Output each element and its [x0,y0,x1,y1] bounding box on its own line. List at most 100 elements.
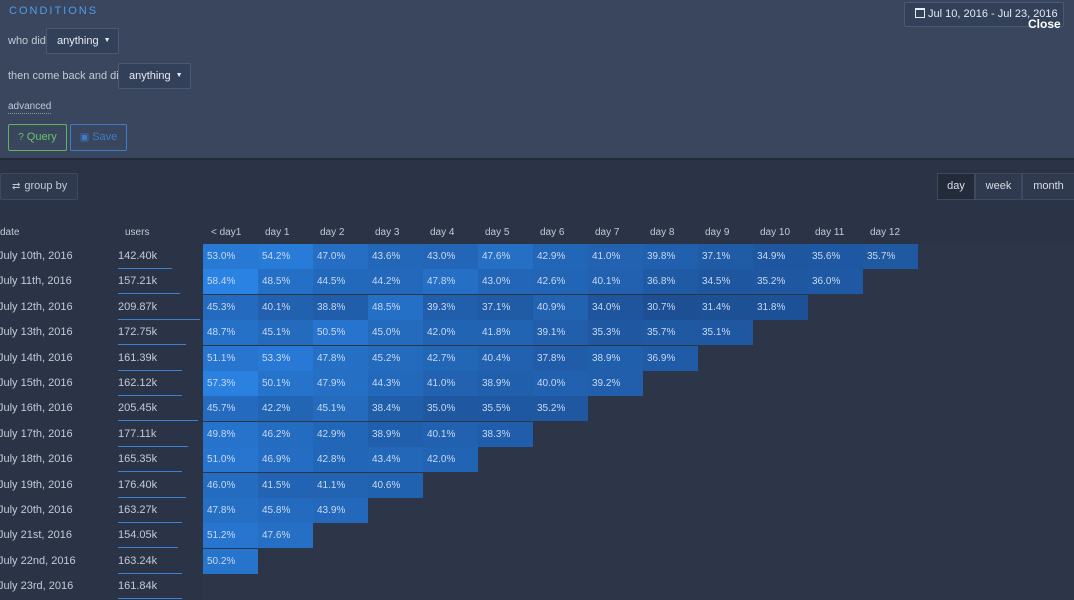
save-button[interactable]: ▣ Save [70,124,127,151]
query-button[interactable]: ? Query [8,124,67,151]
retention-cell[interactable]: 40.1% [258,294,313,320]
retention-cell[interactable]: 43.9% [313,498,368,523]
retention-cell[interactable]: 40.0% [533,371,588,396]
retention-cell[interactable]: 54.2% [258,244,313,269]
retention-cell[interactable]: 57.3% [203,371,258,396]
retention-cell[interactable]: 47.8% [203,498,258,523]
period-week-button[interactable]: week [975,173,1022,200]
retention-cell[interactable]: 43.4% [368,447,423,473]
retention-cell[interactable]: 40.1% [588,269,643,295]
retention-cell[interactable]: 43.0% [478,269,533,295]
advanced-link[interactable]: advanced [8,101,52,114]
retention-cell[interactable]: 50.5% [313,320,368,346]
retention-cell[interactable]: 41.5% [258,472,313,498]
retention-cell[interactable]: 50.2% [203,548,258,574]
retention-cell[interactable]: 31.4% [698,294,753,320]
retention-cell[interactable]: 51.0% [203,447,258,473]
retention-cell[interactable]: 38.4% [368,396,423,422]
retention-cell[interactable]: 46.9% [258,447,313,473]
retention-cell[interactable]: 35.3% [588,320,643,346]
retention-cell[interactable]: 39.3% [423,294,478,320]
retention-cell[interactable]: 53.3% [258,345,313,371]
retention-cell[interactable]: 34.0% [588,294,643,320]
retention-cell[interactable]: 45.7% [203,396,258,422]
retention-cell[interactable]: 42.9% [533,244,588,269]
retention-cell[interactable]: 47.6% [258,523,313,549]
retention-cell[interactable]: 42.0% [423,447,478,473]
retention-cell[interactable]: 35.1% [698,320,753,346]
retention-cell[interactable]: 45.0% [368,320,423,346]
retention-cell[interactable]: 35.6% [808,244,863,269]
retention-cell[interactable]: 47.8% [313,345,368,371]
retention-cell[interactable]: 41.0% [423,371,478,396]
retention-cell[interactable]: 35.7% [863,244,918,269]
retention-cell[interactable]: 51.1% [203,345,258,371]
retention-cell[interactable]: 51.2% [203,523,258,549]
retention-cell[interactable]: 40.6% [368,472,423,498]
retention-cell[interactable]: 46.0% [203,472,258,498]
retention-cell[interactable]: 36.9% [643,345,698,371]
retention-cell[interactable]: 42.0% [423,320,478,346]
retention-cell[interactable]: 34.9% [753,244,808,269]
retention-cell[interactable]: 39.2% [588,371,643,396]
retention-cell[interactable]: 47.9% [313,371,368,396]
retention-cell[interactable]: 48.7% [203,320,258,346]
retention-cell[interactable]: 42.9% [313,421,368,447]
retention-cell[interactable]: 39.1% [533,320,588,346]
retention-cell[interactable]: 42.2% [258,396,313,422]
retention-cell[interactable]: 47.6% [478,244,533,269]
retention-cell[interactable]: 41.0% [588,244,643,269]
retention-cell[interactable]: 45.3% [203,294,258,320]
retention-cell[interactable]: 41.8% [478,320,533,346]
retention-cell[interactable]: 37.8% [533,345,588,371]
retention-cell[interactable]: 48.5% [368,294,423,320]
retention-cell[interactable]: 35.2% [533,396,588,422]
retention-cell[interactable]: 43.0% [423,244,478,269]
retention-cell[interactable]: 31.8% [753,294,808,320]
retention-cell[interactable]: 38.3% [478,421,533,447]
retention-cell[interactable]: 37.1% [698,244,753,269]
retention-cell[interactable]: 42.8% [313,447,368,473]
retention-cell[interactable]: 42.6% [533,269,588,295]
then-did-dropdown[interactable]: anything ▼ [118,63,191,89]
retention-cell[interactable]: 38.9% [588,345,643,371]
retention-cell[interactable]: 37.1% [478,294,533,320]
retention-cell[interactable]: 35.2% [753,269,808,295]
retention-cell[interactable]: 47.0% [313,244,368,269]
who-did-dropdown[interactable]: anything ▼ [46,28,119,54]
retention-cell[interactable]: 35.0% [423,396,478,422]
retention-cell[interactable]: 47.8% [423,269,478,295]
retention-cell[interactable]: 40.9% [533,294,588,320]
close-button[interactable]: Close [1028,17,1061,31]
retention-cell[interactable]: 35.5% [478,396,533,422]
group-by-button[interactable]: ⇄ group by [0,173,78,200]
retention-cell[interactable]: 42.7% [423,345,478,371]
retention-cell[interactable]: 45.2% [368,345,423,371]
retention-cell[interactable]: 36.0% [808,269,863,295]
retention-cell[interactable]: 38.9% [478,371,533,396]
retention-cell[interactable]: 43.6% [368,244,423,269]
retention-cell[interactable]: 41.1% [313,472,368,498]
retention-cell[interactable]: 53.0% [203,244,258,269]
retention-cell[interactable]: 48.5% [258,269,313,295]
retention-cell[interactable]: 45.1% [258,320,313,346]
retention-cell[interactable]: 30.7% [643,294,698,320]
retention-cell[interactable]: 40.1% [423,421,478,447]
date-range-picker[interactable]: Jul 10, 2016 - Jul 23, 2016 [904,2,1064,27]
retention-cell[interactable]: 35.7% [643,320,698,346]
retention-cell[interactable]: 40.4% [478,345,533,371]
retention-cell[interactable]: 44.3% [368,371,423,396]
retention-cell[interactable]: 38.8% [313,294,368,320]
retention-cell[interactable]: 44.2% [368,269,423,295]
retention-cell[interactable]: 45.1% [313,396,368,422]
retention-cell[interactable]: 49.8% [203,421,258,447]
retention-cell[interactable]: 44.5% [313,269,368,295]
period-month-button[interactable]: month [1022,173,1074,200]
retention-cell[interactable]: 34.5% [698,269,753,295]
retention-cell[interactable]: 58.4% [203,269,258,295]
retention-cell[interactable]: 38.9% [368,421,423,447]
retention-cell[interactable]: 50.1% [258,371,313,396]
retention-cell[interactable]: 45.8% [258,498,313,523]
retention-cell[interactable]: 39.8% [643,244,698,269]
retention-cell[interactable]: 36.8% [643,269,698,295]
